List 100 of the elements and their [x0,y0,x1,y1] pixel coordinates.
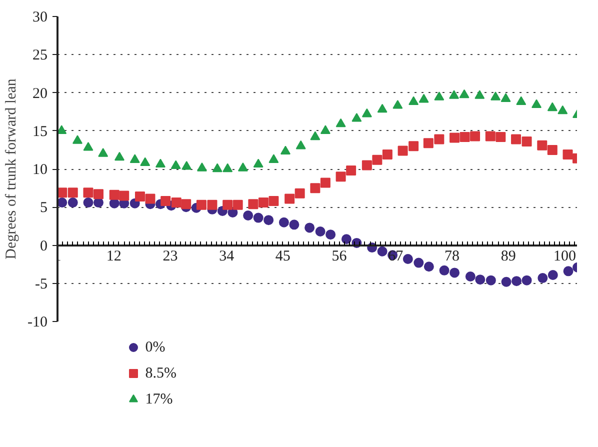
point [326,230,336,240]
point [547,144,558,155]
point [58,198,68,208]
point [212,163,222,172]
point [450,132,460,143]
point [258,198,268,208]
point [222,200,233,210]
point [336,118,346,128]
point [377,246,388,256]
point [362,160,372,170]
point [268,154,279,163]
point [289,220,300,230]
y-tick-label: 5 [40,200,48,216]
point [485,131,496,142]
point [558,105,568,114]
y-axis-title: Degrees of trunk forward lean [4,78,20,260]
point [346,166,356,176]
point [475,274,486,285]
point [155,158,166,168]
x-tick-label: 56 [332,248,348,264]
point [134,191,145,202]
point [320,125,330,134]
point [284,194,295,204]
point [310,131,320,140]
point [140,157,150,166]
y-tick-label: 10 [32,162,48,178]
point [516,96,526,105]
point [294,188,305,198]
point [522,136,532,147]
y-tick-label: 25 [32,48,48,64]
point [500,93,511,102]
y-tick-label: 15 [32,124,48,140]
point [171,198,182,208]
y-tick-label: 30 [32,10,48,26]
point [68,198,78,208]
point [93,189,104,200]
point [232,200,243,210]
point [434,134,444,144]
point [145,194,156,204]
point [532,99,542,108]
y-tick-label: 0 [40,238,48,254]
point [398,146,408,156]
point [72,135,82,144]
point [264,215,274,226]
point [470,131,480,142]
point [402,254,413,264]
point [248,199,258,210]
point [320,178,330,188]
point [460,132,470,142]
point [83,198,94,208]
point [315,226,326,237]
point [280,146,290,155]
point [439,265,450,276]
point [170,160,181,170]
point [408,141,419,152]
point [352,112,362,122]
x-tick-label: 12 [106,248,122,264]
y-tick-label: 20 [32,86,48,102]
point [341,234,352,244]
point [522,275,532,286]
point [408,96,419,105]
x-tick-label: 78 [444,248,460,264]
point [424,262,434,272]
point [418,94,429,103]
point [392,100,403,109]
point [114,152,124,161]
point [304,222,315,233]
point [196,162,207,172]
y-tick-label: -5 [35,276,48,292]
point [496,132,506,142]
point [253,212,264,223]
y-tick-label: -10 [28,314,48,330]
x-tick-label: 23 [162,248,178,264]
point [382,150,392,160]
point [93,198,104,208]
point [207,200,218,210]
point [486,275,496,286]
point [537,140,548,150]
point [243,210,254,221]
point [377,104,388,113]
point [130,154,140,163]
point [434,92,444,100]
legend-label: 0% [145,340,166,356]
point [362,108,372,118]
point [562,150,573,160]
point [68,188,78,198]
point [182,161,192,170]
point [278,217,289,228]
point [98,148,108,157]
point [511,134,522,144]
point [501,276,512,287]
point [563,266,574,276]
point [83,142,94,151]
point [109,190,120,200]
point [253,158,264,168]
point [414,258,424,268]
legend-label: 17% [145,392,173,408]
point [119,190,130,201]
point [222,163,233,172]
point [83,188,94,198]
